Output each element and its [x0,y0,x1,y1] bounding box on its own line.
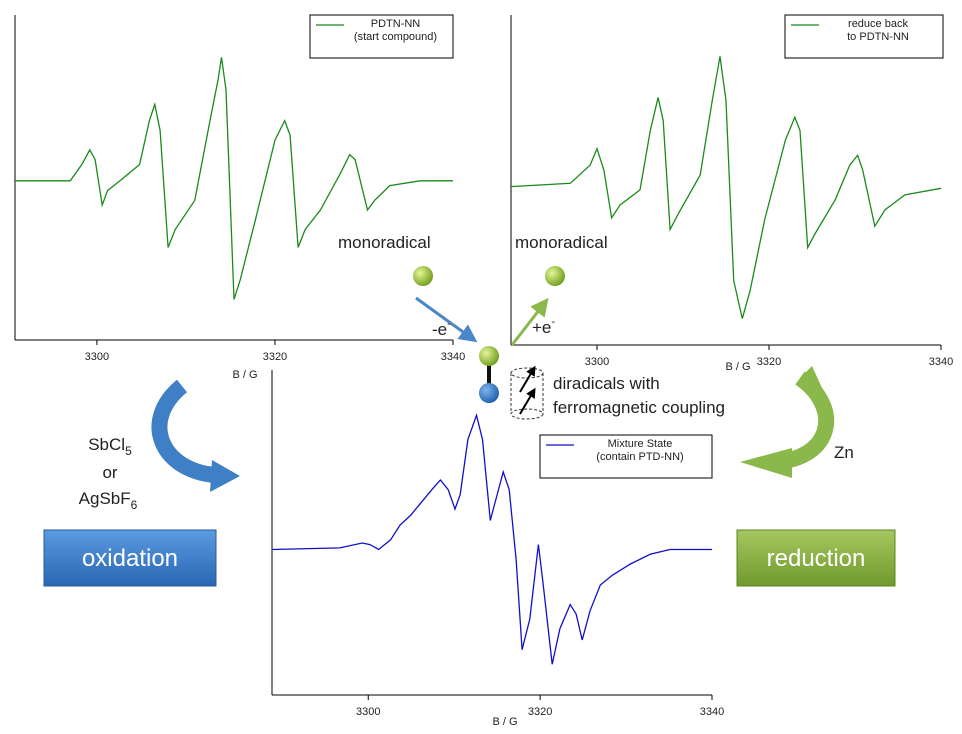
minus-e: -e- [432,318,451,339]
superscript: - [447,318,451,330]
x-axis-label: B / G [232,369,257,381]
reduction-box [736,529,896,587]
spectrum-line [271,413,712,665]
oxidation-arrow [151,379,217,483]
reduction-label: reduction [767,545,866,572]
arrow-head [740,448,792,478]
plus-e-text: +e [532,318,551,337]
x-tick-label: 3320 [528,706,552,718]
spectrum-line [510,56,942,319]
spin-arrow [519,387,536,415]
oxidant: AgSbF6 [79,489,138,512]
x-tick-label: 3340 [700,706,724,718]
legend-label: Mixture State (contain PTD-NN) [596,438,684,463]
x-tick-label: 3300 [585,356,609,368]
minus-e-text: -e [432,320,447,339]
oxidation-box [43,529,217,587]
subscript: 5 [125,444,132,458]
legend-label: reduce back to PDTN-NN [847,18,909,43]
radical-sphere [413,266,433,286]
plus-e: +e- [532,316,555,337]
x-axis-label: B / G [725,361,750,373]
x-axis-label: B / G [492,716,517,728]
oxidant-text: SbCl [88,435,125,454]
radical-sphere [545,266,565,286]
oxidant: SbCl5 [88,435,132,458]
legend-box [309,14,454,59]
spin-arrow [519,365,536,393]
monoradical-label: monoradical [338,233,431,252]
subscript: 6 [131,498,138,512]
legend: reduce back to PDTN-NN [847,18,909,43]
x-tick-label: 3320 [263,351,287,363]
oxidant-or: or [102,463,117,482]
x-tick-label: 3340 [929,356,953,368]
reduction-arrow [769,371,834,470]
superscript: - [551,316,555,328]
legend-box [784,14,944,59]
spectrum-line [15,57,453,300]
x-tick-label: 3300 [356,706,380,718]
diradical-label: ferromagnetic coupling [553,398,725,417]
spin-cylinder [510,367,544,420]
oxidant-text: AgSbF [79,489,131,508]
electron-arrow [510,297,549,346]
electron-arrow [415,296,478,343]
arrow-head [210,460,240,492]
oxidation-label: oxidation [82,545,178,572]
legend-label: PDTN-NN (start compound) [353,18,438,43]
diradical-label: diradicals with [553,374,660,393]
legend: PDTN-NN (start compound) [353,18,438,43]
radical-sphere [479,346,499,366]
x-tick-label: 3340 [441,351,465,363]
x-tick-label: 3300 [85,351,109,363]
radical-sphere [479,383,499,403]
legend: Mixture State (contain PTD-NN) [596,438,684,463]
legend-box [539,434,713,479]
x-tick-label: 3320 [757,356,781,368]
monoradical-label: monoradical [515,233,608,252]
reductant: Zn [834,443,854,462]
arrow-tail [800,366,822,388]
